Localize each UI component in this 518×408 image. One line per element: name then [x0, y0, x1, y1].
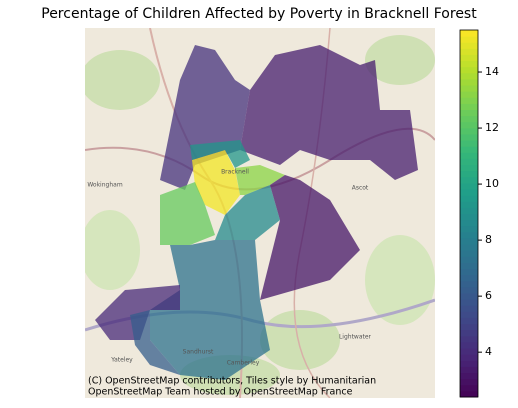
place-label: Ascot: [352, 185, 369, 192]
colorbar-segment: [460, 127, 478, 135]
colorbar-segment: [460, 250, 478, 257]
region: [215, 185, 280, 240]
colorbar-tick-label: 4: [485, 345, 492, 358]
colorbar-segment: [460, 335, 478, 343]
colorbar-segment: [460, 121, 478, 129]
colorbar-segment: [460, 91, 478, 98]
colorbar-segment: [460, 286, 478, 294]
colorbar-segment: [460, 115, 478, 123]
region: [130, 310, 180, 375]
colorbar-tick-label: 14: [485, 65, 499, 78]
colorbar-segment: [460, 78, 478, 86]
place-label: Bracknell: [221, 169, 249, 176]
colorbar-segment: [460, 366, 478, 374]
colorbar-segment: [460, 348, 478, 355]
colorbar-segment: [460, 170, 478, 178]
colorbar-segment: [460, 158, 478, 166]
chart-title: Percentage of Children Affected by Pover…: [41, 6, 477, 22]
region: [192, 150, 240, 215]
colorbar-segment: [460, 213, 478, 221]
colorbar-segment: [460, 341, 478, 349]
attribution: OpenStreetMap Team hosted by OpenStreetM…: [88, 387, 353, 398]
colorbar-segment: [460, 133, 478, 141]
colorbar-segment: [460, 48, 478, 55]
colorbar-segment: [460, 36, 478, 43]
colorbar-segment: [460, 311, 478, 318]
colorbar-segment: [460, 237, 478, 245]
colorbar-segment: [460, 60, 478, 68]
region: [260, 175, 360, 300]
colorbar-segment: [460, 30, 478, 37]
colorbar-segment: [460, 97, 478, 104]
colorbar-segment: [460, 152, 478, 159]
colorbar-tick-label: 6: [485, 289, 492, 302]
colorbar-frame: [459, 29, 479, 398]
colorbar-segment: [460, 195, 478, 202]
colorbar-segment: [460, 323, 478, 331]
colorbar-segment: [460, 219, 478, 227]
colorbar-segment: [460, 268, 478, 276]
region: [160, 182, 215, 245]
region: [95, 285, 180, 340]
place-label: Sandhurst: [183, 349, 214, 356]
colorbar-segment: [460, 378, 478, 386]
colorbar-segment: [460, 256, 478, 263]
colorbar-segment: [460, 225, 478, 233]
colorbar-segment: [460, 354, 478, 361]
colorbar-tick-label: 8: [485, 233, 492, 246]
region: [190, 140, 250, 168]
region: [240, 45, 418, 180]
colorbar-segment: [460, 189, 478, 196]
place-label: Wokingham: [87, 182, 122, 189]
colorbar-segment: [460, 140, 478, 147]
colorbar-segment: [460, 372, 478, 380]
colorbar-segment: [460, 360, 478, 367]
place-labels: Wokingham Bracknell Ascot Sandhurst Camberle…: [87, 169, 371, 367]
colorbar-segment: [460, 384, 478, 392]
colorbar-segment: [460, 42, 478, 49]
colorbar-segment: [460, 317, 478, 325]
colorbar-segment: [460, 262, 478, 270]
colorbar: 4 6 8 10 12 14: [459, 29, 499, 398]
place-label: Lightwater: [339, 334, 372, 341]
colorbar-segment: [460, 274, 478, 282]
colorbar-segment: [460, 293, 478, 300]
colorbar-segment: [460, 182, 478, 190]
colorbar-segment: [460, 280, 478, 288]
colorbar-segment: [460, 54, 478, 62]
colorbar-tick-label: 10: [485, 177, 499, 190]
colorbar-segment: [460, 244, 478, 251]
colorbar-segment: [460, 305, 478, 312]
colorbar-segment: [460, 390, 478, 398]
regions: [95, 45, 418, 380]
attribution: (C) OpenStreetMap contributors, Tiles st…: [88, 376, 376, 387]
colorbar-tick-label: 12: [485, 121, 499, 134]
colorbar-segment: [460, 329, 478, 337]
colorbar-segment: [460, 299, 478, 306]
colorbar-segment: [460, 201, 478, 208]
colorbar-segment: [460, 109, 478, 117]
colorbar-segment: [460, 85, 478, 92]
colorbar-segment: [460, 66, 478, 74]
colorbar-segment: [460, 207, 478, 214]
region: [150, 240, 270, 380]
place-label: Yateley: [110, 357, 133, 364]
colorbar-segment: [460, 146, 478, 153]
colorbar-segment: [460, 103, 478, 111]
colorbar-segment: [460, 176, 478, 184]
colorbar-segment: [460, 164, 478, 172]
region: [235, 165, 285, 195]
colorbar-segment: [460, 231, 478, 239]
colorbar-segment: [460, 72, 478, 80]
place-label: Camberley: [227, 360, 260, 367]
